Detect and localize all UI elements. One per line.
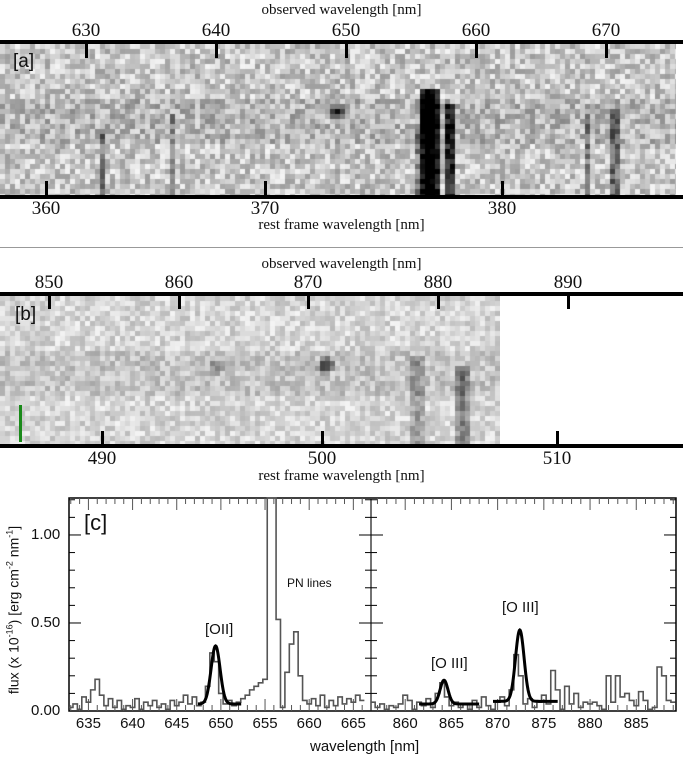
panel-b-top-tick-mark — [567, 296, 570, 309]
panel-a-bottom-axis-title: rest frame wavelength [nm] — [258, 217, 425, 233]
gaussian-fit-line — [493, 628, 558, 703]
panel-b-top-axis-line — [0, 292, 683, 296]
panel-b-top-tick-mark — [307, 296, 310, 309]
panel-b-bottom-tick-label: 490 — [87, 448, 117, 469]
panel-b-top-tick-label: 850 — [34, 272, 64, 293]
panel-a-top-tick-label: 640 — [201, 20, 231, 41]
panel-c-tag: [c] — [84, 510, 108, 535]
panel-b-top-tick-label: 880 — [423, 272, 453, 293]
panel-c-y-axis-title: flux (x 10-16) [erg cm-2 nm-1] — [4, 525, 22, 695]
x-tick-label: 660 — [296, 715, 322, 732]
panel-b-top-tick-label: 860 — [164, 272, 194, 293]
y-tick-label: 1.00 — [31, 525, 61, 543]
panel-a-top-axis-title: observed wavelength [nm] — [261, 2, 422, 18]
panel-b-tag: [b] — [15, 304, 37, 325]
panel-separator — [0, 247, 683, 248]
y-tick-label: 0.50 — [31, 613, 61, 631]
panel-a-top-tick-label: 650 — [331, 20, 361, 41]
panel-a-top-tick-label: 670 — [591, 20, 621, 41]
x-tick-label: 880 — [577, 715, 603, 732]
panel-b-bottom-tick-label: 510 — [542, 448, 572, 469]
panel-a-bottom-axis-line — [0, 195, 683, 199]
panel-b-bottom-tick-mark — [101, 431, 104, 444]
panel-a-top-tick-label: 660 — [461, 20, 491, 41]
panel-b-top-axis-title: observed wavelength [nm] — [261, 256, 422, 272]
panel-c-x-axis-title: wavelength [nm] — [310, 738, 420, 755]
annotation-oii: [OII] — [205, 621, 234, 638]
panel-b-bottom-tick-mark — [556, 431, 559, 444]
x-tick-label: 655 — [252, 715, 278, 732]
panel-b-spectrum-image — [0, 296, 500, 444]
panel-b-top-tick-label: 890 — [553, 272, 583, 293]
panel-a-spectrum-image — [0, 44, 676, 196]
panel-b-scale-bar — [19, 405, 22, 442]
annotation-oiii-small: [O III] — [431, 655, 468, 672]
panel-a-bottom-tick-mark — [501, 181, 504, 195]
panel-a-tag: [a] — [13, 51, 35, 72]
panel-a-top-tick-label: 630 — [71, 20, 101, 41]
x-tick-label: 650 — [208, 715, 234, 732]
y-tick-label: 0.00 — [31, 702, 61, 719]
x-tick-label: 870 — [485, 715, 511, 732]
panel-a-bottom-tick-label: 360 — [31, 198, 61, 219]
panel-a-bottom-tick-mark — [264, 181, 267, 195]
panel-b-top-tick-mark — [48, 296, 51, 309]
panel-a-top-axis-line — [0, 40, 683, 44]
gaussian-fit-line — [197, 644, 242, 706]
annotation-pn-lines: PN lines — [287, 576, 332, 590]
x-tick-label: 645 — [164, 715, 190, 732]
x-tick-label: 665 — [340, 715, 366, 732]
panel-b-top-tick-label: 870 — [293, 272, 323, 293]
x-tick-label: 885 — [623, 715, 649, 732]
panel-a-top-tick-mark — [85, 44, 88, 58]
x-tick-label: 875 — [531, 715, 557, 732]
x-tick-label: 860 — [392, 715, 418, 732]
panel-b-bottom-axis-title: rest frame wavelength [nm] — [258, 468, 425, 484]
gaussian-fit-line — [419, 678, 480, 706]
panel-a-bottom-tick-label: 380 — [487, 198, 517, 219]
panel-a-bottom-tick-mark — [45, 181, 48, 195]
panel-a-top-tick-mark — [215, 44, 218, 58]
panel-a-bottom-tick-label: 370 — [250, 198, 280, 219]
panel-c-frame — [68, 497, 677, 712]
panel-a-top-tick-mark — [345, 44, 348, 58]
panel-b-top-tick-mark — [178, 296, 181, 309]
spectrum-histogram — [69, 497, 365, 711]
panel-b-top-tick-mark — [437, 296, 440, 309]
x-tick-label: 635 — [75, 715, 101, 732]
panel-b-bottom-axis-line — [0, 444, 683, 448]
panel-b-bottom-tick-label: 500 — [307, 448, 337, 469]
panel-b-bottom-tick-mark — [321, 431, 324, 444]
x-tick-label: 640 — [120, 715, 146, 732]
panel-a-top-tick-mark — [475, 44, 478, 58]
x-tick-label: 865 — [438, 715, 464, 732]
annotation-oiii-big: [O III] — [502, 599, 539, 616]
panel-a-top-tick-mark — [605, 44, 608, 58]
